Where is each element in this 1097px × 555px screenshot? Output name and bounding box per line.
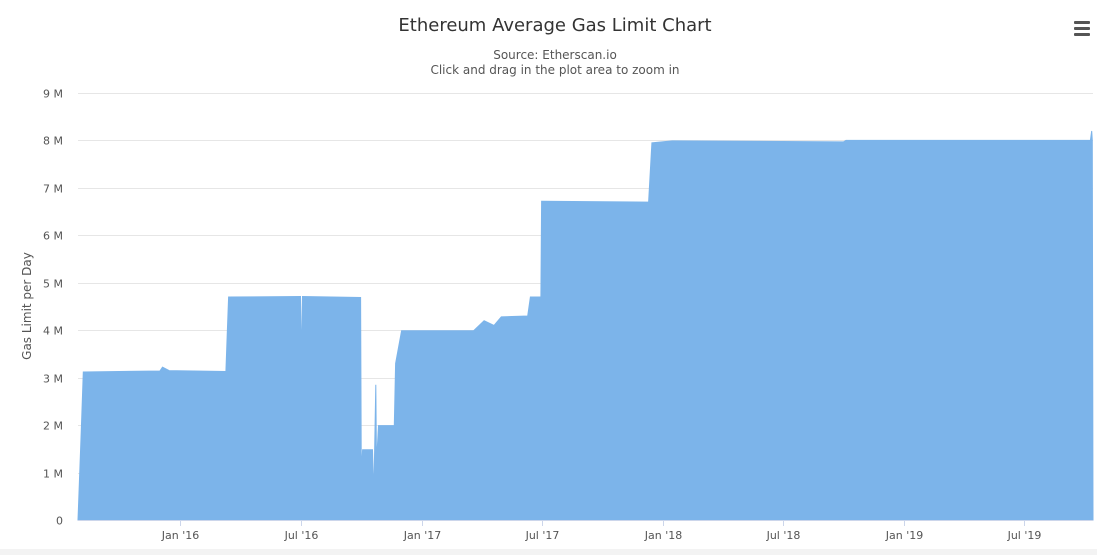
x-tick-label: Jan '16 [161, 529, 199, 542]
x-tick-label: Jan '19 [885, 529, 923, 542]
x-tick-label: Jan '18 [644, 529, 682, 542]
x-axis-ticks: Jan '16 Jul '16 Jan '17 Jul '17 Jan '18 Jul '… [78, 520, 1093, 542]
x-tick-label: Jan '17 [403, 529, 441, 542]
x-tick-label: Jul '16 [284, 529, 319, 542]
footer-strip [0, 549, 1097, 555]
hamburger-menu-icon-bar [1074, 33, 1090, 36]
y-tick-label: 8 M [43, 135, 63, 148]
series-area-path [77, 130, 1094, 521]
y-tick-label: 9 M [43, 88, 63, 101]
y-axis-label: Gas Limit per Day [20, 252, 34, 360]
hamburger-menu-icon [1074, 21, 1090, 24]
chart-menu-button[interactable] [1071, 18, 1093, 38]
y-tick-label: 4 M [43, 325, 63, 338]
y-axis-ticks: 0 1 M 2 M 3 M 4 M 5 M 6 M 7 M 8 M 9 M [43, 88, 63, 528]
y-tick-label: 6 M [43, 230, 63, 243]
hamburger-menu-icon-bar [1074, 27, 1090, 30]
y-tick-label: 3 M [43, 373, 63, 386]
y-tick-label: 5 M [43, 278, 63, 291]
x-tick-label: Jul '18 [766, 529, 801, 542]
y-tick-label: 1 M [43, 468, 63, 481]
chart-title: Ethereum Average Gas Limit Chart [398, 15, 711, 36]
chart-subtitle-source: Source: Etherscan.io [493, 48, 617, 62]
y-tick-label: 2 M [43, 420, 63, 433]
y-tick-label: 7 M [43, 183, 63, 196]
chart-subtitle-hint: Click and drag in the plot area to zoom … [430, 63, 679, 77]
series-area [77, 130, 1094, 521]
y-tick-label: 0 [56, 515, 63, 528]
x-tick-label: Jul '19 [1007, 529, 1042, 542]
x-tick-label: Jul '17 [525, 529, 560, 542]
